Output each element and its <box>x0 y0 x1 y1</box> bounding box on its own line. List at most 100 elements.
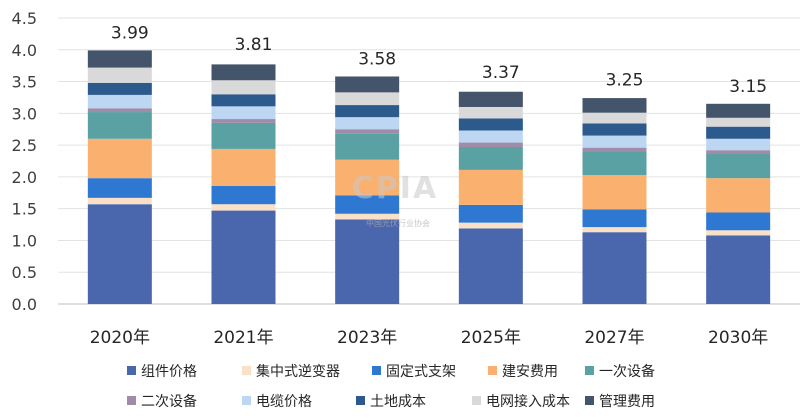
bar-total-label: 3.99 <box>111 23 149 43</box>
bar-segment <box>458 130 523 143</box>
bar-segment <box>87 94 152 109</box>
y-tick-label: 2.5 <box>12 136 37 155</box>
bar-segment <box>335 159 400 196</box>
legend-label: 集中式逆变器 <box>256 363 340 380</box>
legend-item: 管理费用 <box>585 394 655 410</box>
bar-segment <box>335 92 400 106</box>
bar-segment <box>87 112 152 139</box>
bar-segment <box>335 195 400 214</box>
bar-segment <box>211 148 276 186</box>
bar-segment <box>87 50 152 68</box>
bar-segment <box>211 204 276 211</box>
y-tick-label: 2.0 <box>12 168 37 187</box>
bar-segment <box>458 106 523 119</box>
bar-total-label: 3.81 <box>235 35 273 55</box>
bar-segment <box>706 103 771 118</box>
y-tick-label: 1.5 <box>12 200 37 219</box>
legend-swatch <box>472 396 481 405</box>
bar-segment <box>458 222 523 229</box>
legend-label: 建安费用 <box>502 364 558 380</box>
bar-segment <box>335 219 400 304</box>
bar-segment <box>582 147 647 152</box>
legend-swatch <box>242 366 251 375</box>
legend-label: 电网接入成本 <box>486 393 570 410</box>
legend-item: 二次设备 <box>127 393 197 410</box>
bar-segment <box>706 235 771 304</box>
legend-item: 电网接入成本 <box>472 393 570 410</box>
bar-segment <box>582 232 647 304</box>
bar-segment <box>706 138 771 151</box>
bar-segment <box>211 119 276 123</box>
bar-segment <box>211 122 276 149</box>
y-tick-label: 1.0 <box>12 231 37 250</box>
watermark-logo-text: CPIA <box>352 171 438 206</box>
bar-segment <box>211 80 276 95</box>
legend-swatch <box>242 396 251 405</box>
bar-segment <box>211 185 276 205</box>
bars <box>87 50 771 304</box>
legend-label: 电缆价格 <box>256 394 312 410</box>
y-tick-label: 0.5 <box>12 263 37 282</box>
legend-swatch <box>127 366 136 375</box>
bar-segment <box>458 91 523 107</box>
bar-segment <box>87 138 152 179</box>
x-category-label: 2023年 <box>337 328 397 348</box>
bar-segment <box>335 213 400 220</box>
bar-segment <box>582 174 647 210</box>
bar-segment <box>706 178 771 213</box>
legend-label: 管理费用 <box>599 394 655 410</box>
bar-segment <box>87 67 152 83</box>
legend-item: 一次设备 <box>585 363 655 380</box>
x-category-label: 2030年 <box>708 328 768 348</box>
legend-item: 建安费用 <box>488 364 558 380</box>
bar-total-label: 3.15 <box>729 77 767 97</box>
legend-item: 组件价格 <box>127 364 197 380</box>
bar-segment <box>582 151 647 175</box>
bar-segment <box>87 82 152 95</box>
bar-segment <box>706 126 771 139</box>
bar-segment <box>582 98 647 113</box>
legend-label: 二次设备 <box>141 393 197 410</box>
legend-swatch <box>356 396 365 405</box>
y-tick-label: 3.0 <box>12 104 37 123</box>
bar-segment <box>582 112 647 124</box>
bar-total-label: 3.37 <box>482 63 520 83</box>
bar-segment <box>706 117 771 127</box>
legend-swatch <box>585 366 594 375</box>
y-tick-label: 3.5 <box>12 73 37 92</box>
bar-segment <box>458 118 523 131</box>
bar-segment <box>458 147 523 170</box>
gridlines <box>58 17 800 305</box>
legend-swatch <box>127 396 136 405</box>
bar-segment <box>87 178 152 198</box>
bar-segment <box>458 204 523 223</box>
legend-swatch <box>372 366 381 375</box>
bar-segment <box>458 142 523 148</box>
legend-swatch <box>488 366 497 375</box>
y-axis-ticks: 0.0 0.5 1.0 1.5 2.0 2.5 3.0 3.5 4.0 4.5 <box>12 9 37 314</box>
legend-item: 集中式逆变器 <box>242 363 340 380</box>
bar-segment <box>582 123 647 136</box>
bar-segment <box>211 64 276 81</box>
bar-segment <box>211 106 276 120</box>
legend-swatch <box>585 396 594 405</box>
bar-total-label: 3.58 <box>358 49 396 69</box>
y-tick-label: 4.0 <box>12 41 37 60</box>
x-category-label: 2027年 <box>584 328 644 348</box>
bar-segment <box>335 133 400 160</box>
bar-segment <box>87 108 152 113</box>
legend-item: 固定式支架 <box>372 364 456 380</box>
x-axis-labels: 2020年 2021年 2023年 2025年 2027年 2030年 <box>90 328 769 348</box>
legend-label: 固定式支架 <box>386 364 456 380</box>
bar-segment <box>458 169 523 205</box>
legend-label: 土地成本 <box>370 394 426 410</box>
bar-segment <box>87 204 152 304</box>
y-tick-label: 0.0 <box>12 295 37 314</box>
legend-label: 组件价格 <box>141 364 197 380</box>
bar-segment <box>706 150 771 155</box>
watermark-subtext: 中国光伏行业协会 <box>366 218 430 228</box>
bar-segment <box>706 154 771 179</box>
